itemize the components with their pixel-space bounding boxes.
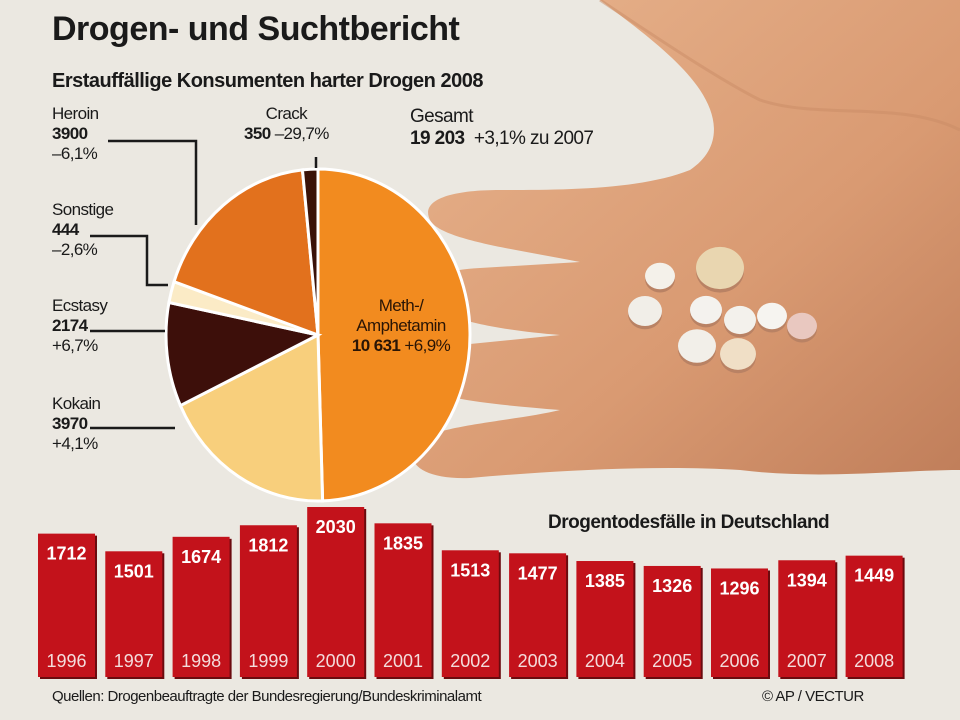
bar-value-label: 2030 [316,517,356,537]
bar-value-label: 1674 [181,547,221,567]
slice-value: 350 [244,124,271,143]
pie-chart [164,167,472,503]
bar-chart: 1712 1996 1501 1997 1674 1998 1812 1999 2030 2000… [38,507,905,679]
pill [787,312,817,340]
slice-change: –29,7% [274,124,330,143]
pie-slice-meth [316,167,472,503]
slice-name: Ecstasy [52,296,108,315]
bar-2007 [778,560,836,677]
bar-year-label: 1999 [248,651,288,671]
bar-1997 [105,551,163,677]
bar-2003 [509,553,567,677]
pill [724,305,756,335]
pie-slice-kokain [178,332,325,503]
pill [757,302,787,330]
total-label: Gesamt [410,106,474,127]
slice-change: +4,1% [52,434,98,453]
slice-name: Meth-/ Amphetamin [356,296,446,335]
bar-year-label: 1997 [114,651,154,671]
bar-value-label: 1501 [114,561,154,581]
bar-2008 [845,555,903,677]
slice-value: 2174 [52,316,88,335]
bar-value-label: 1812 [248,535,288,555]
slice-name: Heroin [52,104,99,123]
bar-year-label: 2000 [316,651,356,671]
bar-1996 [38,533,95,677]
bar-value-label: 1449 [854,566,894,586]
label-heroin: Heroin 3900 –6,1% [52,104,99,164]
slice-value: 10 631 [351,336,401,355]
pill [696,246,744,290]
pie-slice-crack [300,167,320,336]
total-value: 19 203 [410,128,465,149]
bar-value-label: 1712 [46,544,86,564]
bar-value-label: 1835 [383,533,423,553]
bar-2004 [576,561,634,677]
bar-2000 [307,507,365,677]
bar-value-label: 1394 [787,570,827,590]
bar-value-label: 1385 [585,571,625,591]
bar-year-label: 2006 [719,651,759,671]
bar-2005 [643,565,701,677]
pie-slice-heroin [172,168,320,338]
slice-change: –2,6% [52,240,98,259]
main-title: Drogen- und Suchtbericht [52,10,460,48]
label-total: Gesamt 19 203 +3,1% zu 2007 [410,106,594,150]
bar-year-label: 2002 [450,651,490,671]
slice-name: Sonstige [52,200,114,219]
slice-change: +6,9% [404,336,451,355]
label-ecstasy: Ecstasy 2174 +6,7% [52,296,108,356]
pie-title: Erstauffällige Konsumenten harter Drogen… [52,70,483,92]
hand-shape [412,0,960,479]
bar-1998 [172,536,230,677]
source-note: Quellen: Drogenbeauftragte der Bundesreg… [52,688,482,705]
pill [678,329,716,363]
slice-value: 3970 [52,414,88,433]
bar-year-label: 2007 [787,651,827,671]
bar-value-label: 1513 [450,560,490,580]
slice-change: –6,1% [52,144,98,163]
bar-value-label: 1326 [652,576,692,596]
pill [720,338,756,370]
pills [628,246,817,374]
total-change: +3,1% zu 2007 [473,128,594,149]
slice-value: 444 [52,220,79,239]
bar-2006 [711,568,768,677]
bar-2002 [441,550,499,677]
bar-year-label: 2003 [518,651,558,671]
bar-2001 [374,523,432,677]
bar-year-label: 2005 [652,651,692,671]
bar-year-label: 1996 [46,651,86,671]
bar-year-label: 1998 [181,651,221,671]
label-kokain: Kokain 3970 +4,1% [52,394,101,454]
slice-name: Kokain [52,394,101,413]
leader-lines [90,139,318,430]
pill [690,295,722,325]
bar-year-label: 2008 [854,651,894,671]
slice-name: Crack [265,104,308,123]
bar-year-label: 2004 [585,651,625,671]
pie-slice-ecstasy [164,300,323,408]
bar-year-label: 2001 [383,651,423,671]
bar-title: Drogentodesfälle in Deutschland [548,512,830,533]
credit: © AP / VECTUR [762,688,864,705]
slice-change: +6,7% [52,336,98,355]
label-crack: Crack 350 –29,7% [244,104,329,144]
slice-value: 3900 [52,124,88,143]
pill [628,296,662,326]
label-meth: Meth-/ Amphetamin 10 631 +6,9% [336,296,466,356]
pill [645,262,675,290]
bar-1999 [239,525,297,677]
bar-value-label: 1477 [518,563,558,583]
bar-value-label: 1296 [719,578,759,598]
label-sonstige: Sonstige 444 –2,6% [52,200,114,260]
